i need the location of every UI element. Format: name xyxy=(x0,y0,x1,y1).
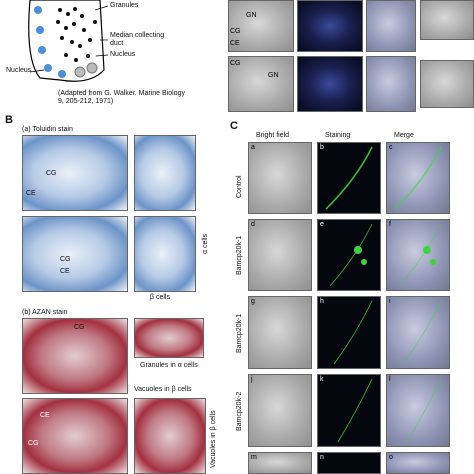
toluidin-zoom xyxy=(134,216,196,292)
panel-c-image xyxy=(386,452,450,474)
panel-c-image xyxy=(248,374,312,447)
azan-zoom xyxy=(134,318,204,358)
row-label: Bamcp20k-1 xyxy=(236,313,243,353)
panel-letter: k xyxy=(320,376,324,383)
panel-letter: C xyxy=(230,120,238,132)
stain-title: (a) Toluidin stain xyxy=(22,126,73,133)
cell-label: Vacuoles in β cells xyxy=(210,410,217,468)
azan-zoom xyxy=(134,398,206,474)
fluorescence xyxy=(394,146,442,210)
panel-letter: l xyxy=(389,376,391,383)
fluorescence xyxy=(333,300,373,365)
fluorescence xyxy=(406,378,442,443)
panel-letter: a xyxy=(251,144,255,151)
fluorescence xyxy=(325,146,373,210)
column-header: Staining xyxy=(325,132,351,139)
panel-letter: h xyxy=(320,298,324,305)
fluorescence xyxy=(398,223,442,287)
toluidin-image xyxy=(22,135,128,211)
micro-label: GN xyxy=(246,12,257,19)
row-label: Bamcp20k-1 xyxy=(236,235,243,275)
panel-c-image xyxy=(248,142,312,214)
cell-label: Granules in α cells xyxy=(140,362,198,369)
cell-label: β cells xyxy=(150,294,170,301)
b-label: CG xyxy=(46,170,57,177)
panel-c-image xyxy=(317,452,381,474)
b-label: CE xyxy=(40,412,50,419)
panel-letter: m xyxy=(251,454,257,461)
panel-letter: d xyxy=(251,221,255,228)
panel-c-image xyxy=(317,219,381,291)
panel-c-image xyxy=(386,219,450,291)
cell-label: α cells xyxy=(202,234,209,254)
column-header: Bright field xyxy=(256,132,290,139)
micrograph-zoom xyxy=(420,60,474,108)
fluorescence xyxy=(329,223,373,287)
cell-diagram xyxy=(28,0,109,82)
panel-letter: B xyxy=(5,114,13,126)
azan-image xyxy=(22,398,128,474)
column-header: Merge xyxy=(394,132,414,139)
panel-letter: n xyxy=(320,454,324,461)
panel-letter: b xyxy=(320,144,324,151)
micrograph xyxy=(228,0,294,52)
panel-c-image xyxy=(386,374,450,447)
panel-c-image xyxy=(248,452,312,474)
micro-label: CG xyxy=(230,28,241,35)
toluidin-zoom xyxy=(134,135,196,211)
stain-title: (b) AZAN stain xyxy=(22,309,68,316)
fluorescence xyxy=(402,300,442,365)
diagram-label: Nucleus xyxy=(110,51,136,58)
panel-c-image xyxy=(317,142,381,214)
panel-c-image xyxy=(386,142,450,214)
citation: (Adapted from G. Walker. Marine Biology … xyxy=(58,90,185,105)
panel-letter: c xyxy=(389,144,393,151)
b-label: CE xyxy=(60,268,70,275)
fluorescence xyxy=(337,378,373,443)
micrograph xyxy=(366,56,416,112)
micro-label: CG xyxy=(230,60,241,67)
azan-image xyxy=(22,318,128,394)
panel-letter: j xyxy=(251,376,253,383)
panel-c-image xyxy=(317,374,381,447)
micrograph xyxy=(228,56,294,112)
panel-c-image xyxy=(317,296,381,369)
panel-c-image xyxy=(248,219,312,291)
b-label: CG xyxy=(74,324,85,331)
panel-letter: e xyxy=(320,221,324,228)
b-label: CG xyxy=(28,440,39,447)
diagram-label: Granules xyxy=(110,2,139,9)
micrograph xyxy=(297,0,363,52)
panel-letter: i xyxy=(389,298,391,305)
panel-c-image xyxy=(386,296,450,369)
panel-c-image xyxy=(248,296,312,369)
b-label: CG xyxy=(60,256,71,263)
micro-label: CE xyxy=(230,40,240,47)
micrograph-zoom xyxy=(420,0,474,40)
b-label: CE xyxy=(26,190,36,197)
panel-letter: o xyxy=(389,454,393,461)
diagram-label: Nucleus xyxy=(6,67,32,74)
micro-label: GN xyxy=(268,72,279,79)
diagram-label: Median collecting duct xyxy=(110,32,165,47)
panel-letter: f xyxy=(389,221,391,228)
row-label: Control xyxy=(236,175,243,198)
toluidin-image xyxy=(22,216,128,292)
micrograph xyxy=(366,0,416,52)
panel-letter: g xyxy=(251,298,255,305)
cell-label: Vacuoles in β cells xyxy=(134,386,192,393)
row-label: Bamcp20k-2 xyxy=(236,391,243,431)
micrograph xyxy=(297,56,363,112)
